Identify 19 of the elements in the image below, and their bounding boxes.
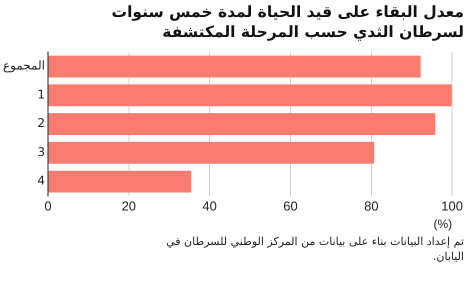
x-tick-label: 40: [202, 198, 217, 214]
chart-title: معدل البقاء على قيد الحياة لمدة خمس سنوات لسرطان الثدي حسب المرحلة المكتشفة: [110, 2, 465, 42]
bar: [48, 113, 436, 136]
y-tick-label: 2: [37, 116, 45, 130]
y-tick-label: 4: [37, 174, 45, 188]
bar: [48, 142, 374, 164]
bar: [48, 170, 192, 193]
y-tick-label: 3: [37, 144, 45, 159]
x-tick-label: 0: [44, 198, 52, 214]
bar: [48, 56, 421, 78]
x-tick-label: 20: [122, 198, 136, 214]
x-tick-label: 80: [364, 198, 379, 214]
x-axis-title: (%): [433, 217, 452, 232]
text: تم إعداد البيانات بناء على بيانات من المركز الوطني للسرطان في اليابان.: [165, 234, 465, 264]
x-tick-label: 60: [283, 198, 298, 214]
y-tick-label: المجموع: [2, 58, 45, 73]
x-tick-label: 100: [441, 198, 464, 214]
bar: [48, 84, 452, 106]
y-tick-label: 1: [37, 87, 45, 102]
